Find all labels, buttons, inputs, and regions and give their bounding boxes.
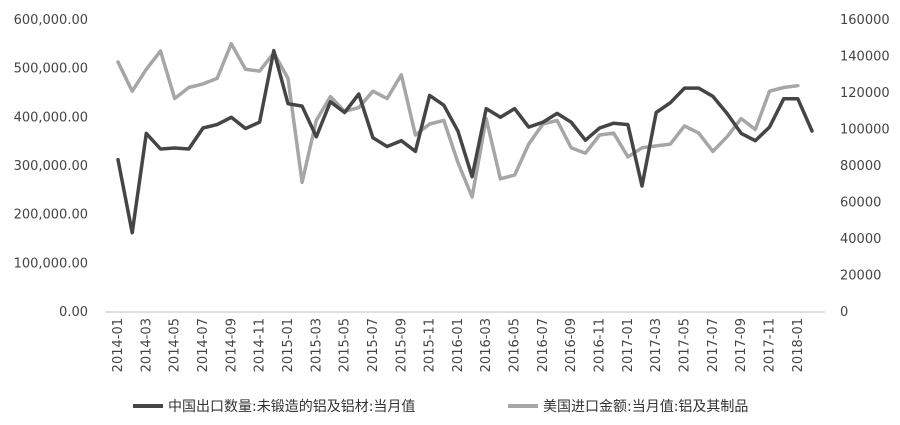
x-tick-label: 2015-05: [338, 318, 353, 372]
legend-label-us-import: 美国进口金额:当月值:铝及其制品: [543, 399, 748, 415]
left-y-tick-label: 100,000.00: [14, 256, 88, 271]
x-tick-label: 2018-01: [791, 318, 806, 372]
right-y-tick-label: 60000: [840, 196, 881, 211]
x-tick-label: 2014-11: [253, 318, 268, 372]
x-tick-label: 2014-07: [196, 318, 211, 372]
x-tick-label: 2014-03: [139, 318, 154, 372]
series-layer: [116, 41, 814, 235]
x-tick-label: 2015-11: [423, 318, 438, 372]
series-line-china-export: [116, 48, 814, 235]
right-y-tick-label: 140000: [840, 50, 890, 65]
x-tick-label: 2015-09: [394, 318, 409, 372]
right-y-axis: 0 20000 40000 60000 80000 100000 120000 140000 1…: [840, 13, 890, 320]
x-tick-label: 2016-11: [593, 318, 608, 372]
legend: 中国出口数量:未锻造的铝及铝材:当月值 美国进口金额:当月值:铝及其制品: [133, 399, 748, 415]
right-y-tick-label: 80000: [840, 159, 881, 174]
x-tick-label: 2014-01: [111, 318, 126, 372]
left-y-axis: 0.00 100,000.00 200,000.00 300,000.00 400,00…: [14, 13, 88, 320]
x-tick-label: 2017-11: [763, 318, 778, 372]
x-tick-label: 2017-05: [678, 318, 693, 372]
left-y-tick-label: 500,000.00: [14, 62, 88, 77]
left-y-tick-label: 300,000.00: [14, 159, 88, 174]
right-y-tick-label: 160000: [840, 13, 890, 28]
series-line-us-import: [116, 41, 800, 199]
right-y-tick-label: 20000: [840, 269, 881, 284]
x-tick-label: 2017-07: [706, 318, 721, 372]
x-tick-label: 2016-07: [536, 318, 551, 372]
left-y-tick-label: 200,000.00: [14, 208, 88, 223]
x-tick-label: 2017-03: [649, 318, 664, 372]
x-tick-label: 2016-01: [451, 318, 466, 372]
x-tick-label: 2016-03: [479, 318, 494, 372]
x-tick-label: 2016-05: [508, 318, 523, 372]
x-tick-label: 2017-01: [621, 318, 636, 372]
x-tick-label: 2016-09: [564, 318, 579, 372]
x-tick-label: 2015-07: [366, 318, 381, 372]
x-tick-label: 2015-01: [281, 318, 296, 372]
right-y-tick-label: 0: [840, 305, 848, 320]
right-y-tick-label: 100000: [840, 123, 890, 138]
left-y-tick-label: 600,000.00: [14, 13, 88, 28]
x-tick-label: 2015-03: [309, 318, 324, 372]
x-tick-label: 2017-09: [734, 318, 749, 372]
legend-label-china-export: 中国出口数量:未锻造的铝及铝材:当月值: [168, 399, 415, 415]
x-axis: 2014-01 2014-03 2014-05 2014-07 2014-09 2014-…: [111, 318, 806, 372]
left-y-tick-label: 400,000.00: [14, 110, 88, 125]
right-y-tick-label: 40000: [840, 232, 881, 247]
left-y-tick-label: 0.00: [59, 305, 88, 320]
x-tick-label: 2014-05: [168, 318, 183, 372]
right-y-tick-label: 120000: [840, 86, 890, 101]
x-tick-label: 2014-09: [224, 318, 239, 372]
